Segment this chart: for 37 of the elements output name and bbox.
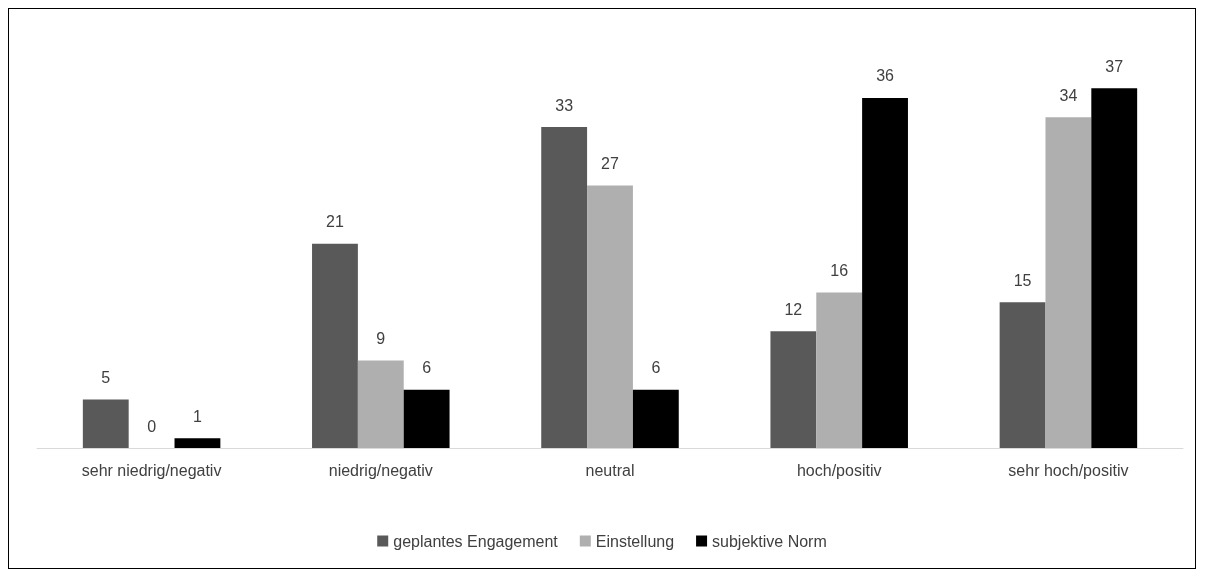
data-label: 36 bbox=[876, 67, 895, 85]
data-label: 34 bbox=[1059, 86, 1078, 104]
legend-label: Einstellung bbox=[595, 532, 675, 550]
data-label: 21 bbox=[326, 213, 344, 231]
bar bbox=[770, 331, 817, 448]
data-label: 33 bbox=[555, 96, 574, 114]
data-label: 37 bbox=[1105, 57, 1124, 75]
data-label: 27 bbox=[601, 154, 619, 172]
bar bbox=[312, 243, 358, 448]
bar bbox=[174, 438, 221, 448]
data-label: 16 bbox=[830, 261, 849, 279]
data-label: 5 bbox=[101, 368, 111, 386]
data-label: 1 bbox=[192, 407, 202, 425]
bar bbox=[541, 127, 588, 448]
data-label: 6 bbox=[651, 359, 661, 377]
x-tick-label: sehr hoch/positiv bbox=[1008, 461, 1129, 479]
bar bbox=[862, 97, 908, 448]
data-label: 6 bbox=[422, 359, 432, 377]
bar bbox=[816, 292, 863, 448]
bar bbox=[82, 399, 129, 448]
x-tick-label: hoch/positiv bbox=[796, 461, 882, 479]
x-tick-label: neutral bbox=[585, 461, 635, 479]
x-tick-label: niedrig/negativ bbox=[328, 461, 433, 479]
data-label: 9 bbox=[376, 329, 386, 347]
data-label: 12 bbox=[784, 300, 803, 318]
legend-label: subjektive Norm bbox=[712, 532, 827, 550]
bar bbox=[403, 389, 450, 448]
bar bbox=[999, 302, 1046, 448]
bar bbox=[587, 185, 633, 448]
data-label: 15 bbox=[1013, 271, 1032, 289]
x-tick-label: sehr niedrig/negativ bbox=[81, 461, 222, 479]
bar bbox=[1045, 117, 1092, 448]
bar bbox=[1091, 88, 1138, 448]
bar bbox=[632, 389, 679, 448]
legend-label: geplantes Engagement bbox=[393, 532, 559, 550]
bar bbox=[357, 360, 404, 448]
data-label: 0 bbox=[147, 417, 157, 435]
